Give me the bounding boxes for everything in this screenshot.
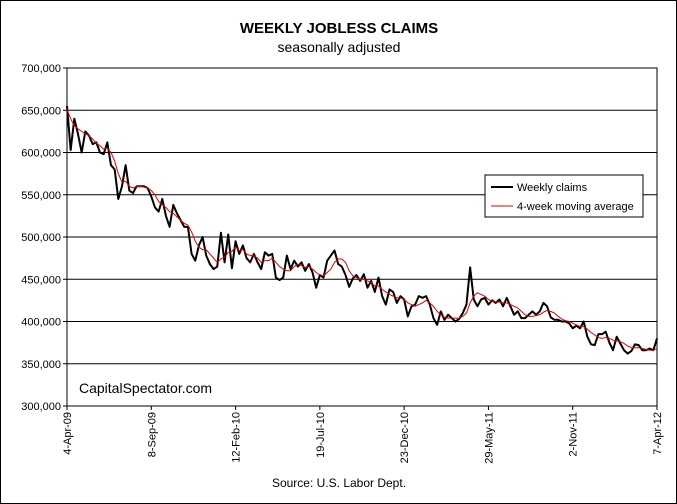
legend-box	[484, 174, 644, 218]
source-note: Source: U.S. Labor Dept.	[272, 476, 406, 490]
x-tick-label: 7-Apr-12	[652, 412, 664, 455]
legend: Weekly claims 4-week moving average	[484, 174, 644, 218]
x-tick-label: 29-May-11	[483, 412, 495, 464]
legend-label-average: 4-week moving average	[517, 201, 634, 213]
series-layer	[66, 105, 658, 355]
y-tick-label: 550,000	[21, 190, 61, 202]
y-tick-label: 700,000	[21, 63, 61, 75]
y-tick-label: 400,000	[21, 317, 61, 329]
chart-title: WEEKLY JOBLESS CLAIMS	[240, 20, 438, 37]
x-tick-label: 8-Sep-09	[146, 412, 158, 457]
series-line-weekly-claims	[66, 105, 658, 355]
y-tick-label: 350,000	[21, 359, 61, 371]
x-tick-label: 4-Apr-09	[62, 412, 74, 455]
y-tick-label: 450,000	[21, 274, 61, 286]
grid-lines	[67, 109, 657, 365]
x-tick-label: 23-Dec-10	[399, 412, 411, 463]
x-tick-label: 19-Jul-10	[315, 412, 327, 458]
legend-label-weekly: Weekly claims	[517, 182, 588, 194]
x-tick-label: 12-Feb-10	[231, 412, 243, 463]
watermark-text: CapitalSpectator.com	[79, 380, 212, 396]
y-tick-label: 600,000	[21, 148, 61, 160]
x-axis: 4-Apr-09 8-Sep-09 12-Feb-10 19-Jul-10 23-Dec…	[62, 406, 664, 464]
y-tick-label: 300,000	[21, 401, 61, 413]
series-line-4-week-average	[66, 109, 658, 351]
y-axis: 300,000 350,000 400,000 450,000 500,000 550,0…	[21, 63, 67, 413]
chart-subtitle: seasonally adjusted	[278, 39, 401, 55]
x-tick-label: 2-Nov-11	[568, 412, 580, 456]
y-tick-label: 650,000	[21, 105, 61, 117]
y-tick-label: 500,000	[21, 232, 61, 244]
